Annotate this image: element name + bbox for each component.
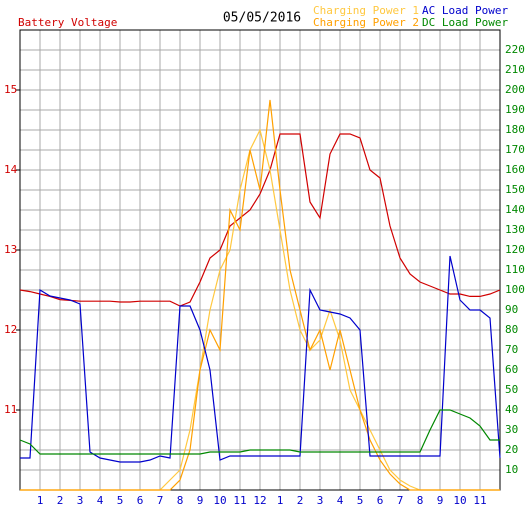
y-tick-label: 15	[4, 83, 17, 96]
x-tick-label: 2	[57, 494, 64, 507]
y2-tick-label: 110	[505, 263, 525, 276]
y2-tick-label: 130	[505, 223, 525, 236]
x-tick-label: 3	[317, 494, 324, 507]
y-tick-label: 11	[4, 403, 17, 416]
x-tick-label: 7	[157, 494, 164, 507]
y2-tick-label: 90	[505, 303, 518, 316]
x-tick-label: 8	[177, 494, 184, 507]
x-tick-label: 6	[137, 494, 144, 507]
x-tick-label: 11	[473, 494, 486, 507]
legend-entry: DC Load Power	[422, 16, 508, 29]
series-line	[20, 255, 501, 463]
y-tick-label: 13	[4, 243, 17, 256]
y2-tick-label: 200	[505, 83, 525, 96]
series-line	[19, 409, 500, 455]
legend-entry: Battery Voltage	[18, 16, 117, 29]
y2-tick-label: 20	[505, 443, 518, 456]
y2-tick-label: 70	[505, 343, 518, 356]
y2-tick-label: 30	[505, 423, 518, 436]
y2-tick-label: 140	[505, 203, 525, 216]
x-tick-label: 1	[37, 494, 44, 507]
y2-tick-label: 220	[505, 43, 525, 56]
x-tick-label: 4	[97, 494, 104, 507]
y2-tick-label: 190	[505, 103, 525, 116]
x-tick-label: 5	[117, 494, 124, 507]
y2-tick-label: 170	[505, 143, 525, 156]
chart-title: 05/05/2016	[223, 11, 301, 26]
x-tick-label: 9	[197, 494, 204, 507]
legend-entry: Charging Power 2	[313, 16, 419, 29]
x-tick-label: 5	[357, 494, 364, 507]
y2-tick-label: 10	[505, 463, 518, 476]
x-tick-label: 4	[337, 494, 344, 507]
x-tick-label: 12	[253, 494, 266, 507]
y2-tick-label: 40	[505, 403, 518, 416]
y2-tick-label: 150	[505, 183, 525, 196]
plot-border	[19, 29, 501, 491]
x-tick-label: 2	[297, 494, 304, 507]
y2-tick-label: 80	[505, 323, 518, 336]
x-tick-label: 10	[213, 494, 226, 507]
x-tick-label: 9	[437, 494, 444, 507]
y2-tick-label: 210	[505, 63, 525, 76]
y-tick-label: 12	[4, 323, 17, 336]
x-tick-label: 10	[453, 494, 466, 507]
y-tick-label: 14	[4, 163, 18, 176]
series-line	[20, 99, 500, 491]
x-tick-label: 6	[377, 494, 384, 507]
x-tick-label: 8	[417, 494, 424, 507]
x-tick-label: 7	[397, 494, 404, 507]
x-tick-label: 11	[233, 494, 246, 507]
y2-tick-label: 100	[505, 283, 525, 296]
x-tick-label: 3	[77, 494, 84, 507]
y2-tick-label: 60	[505, 363, 518, 376]
y2-tick-label: 120	[505, 243, 525, 256]
series-line	[19, 133, 501, 307]
legend-entry: AC Load Power	[422, 4, 508, 17]
y2-tick-label: 160	[505, 163, 525, 176]
y2-tick-label: 50	[505, 383, 518, 396]
x-tick-label: 1	[277, 494, 284, 507]
y2-tick-label: 180	[505, 123, 525, 136]
legend-entry: Charging Power 1	[313, 4, 419, 17]
